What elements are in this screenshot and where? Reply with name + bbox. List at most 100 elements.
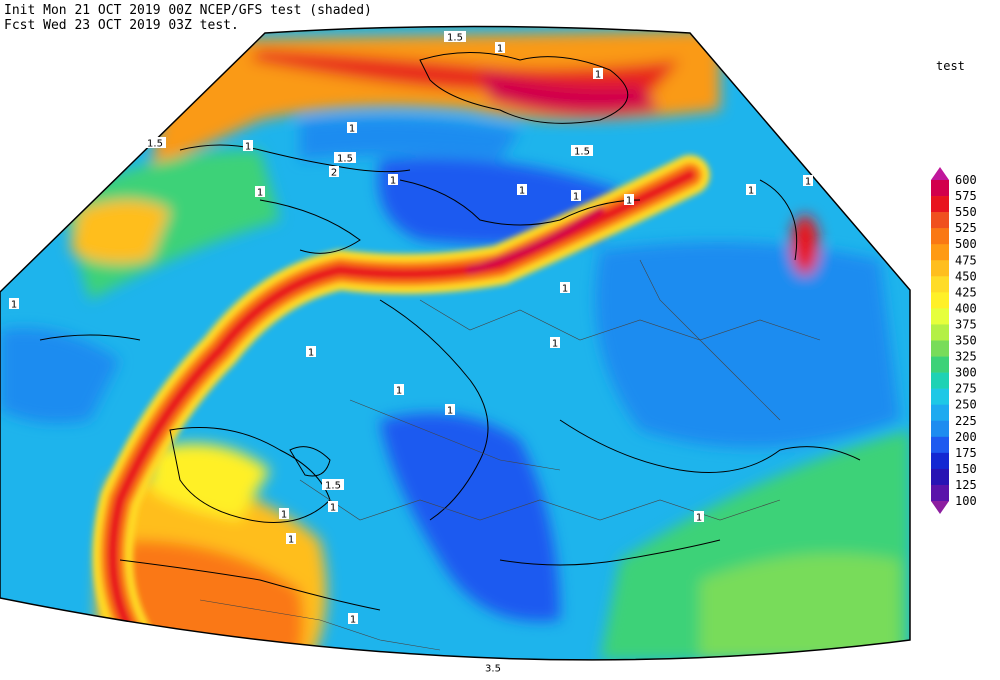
contour-label-box: [482, 662, 504, 673]
contour-label: 1: [281, 510, 287, 521]
contour-label: 1: [696, 513, 702, 524]
colorbar-box: [931, 260, 949, 277]
colorbar-label: 150: [955, 462, 977, 476]
contour-label: 1: [350, 615, 356, 626]
colorbar-box: [931, 308, 949, 325]
colorbar-label: 250: [955, 398, 977, 412]
colorbar-box: [931, 404, 949, 422]
contour-label: 1: [573, 192, 579, 203]
contour-label-box: [495, 42, 505, 53]
contour-label: 1: [447, 406, 453, 417]
contour-label-box: [286, 533, 296, 544]
contour-label-box: [329, 166, 339, 177]
colorbar: 600 575 550 525 500 475 450 425 400 375 350 325 300 2…: [931, 167, 977, 514]
colorbar-label: 450: [955, 269, 977, 283]
colorbar-box: [931, 196, 949, 213]
colorbar-label: 550: [955, 205, 977, 219]
colorbar-box: [931, 228, 949, 245]
contour-label: 1: [552, 339, 558, 350]
contour-label-box: [279, 508, 289, 519]
colorbar-label: 300: [955, 366, 977, 380]
contour-label: 1: [390, 176, 396, 187]
contour-label-box: [571, 190, 581, 201]
contour-label: 1: [805, 177, 811, 188]
contour-label-box: [394, 384, 404, 395]
contour-label: 1: [519, 186, 525, 197]
contour-label: 2: [331, 168, 337, 179]
header-init: Init Mon 21 OCT 2019 00Z NCEP/GFS test (…: [4, 3, 372, 18]
legend-title: test: [936, 59, 965, 73]
colorbar-box: [931, 212, 949, 229]
contour-label-box: [803, 175, 813, 186]
colorbar-box: [931, 388, 949, 405]
contour-label-box: [444, 31, 466, 42]
colorbar-label: 125: [955, 478, 977, 492]
contour-label: 1: [308, 348, 314, 359]
contour-label: 1: [349, 124, 355, 135]
colorbar-box: [931, 484, 949, 502]
contour-label: 1: [288, 535, 294, 546]
colorbar-box: [931, 180, 949, 197]
contour-label: 1: [595, 70, 601, 81]
contour-label-box: [593, 68, 603, 79]
contour-label: 1.5: [447, 33, 463, 44]
contour-label-box: [255, 186, 265, 197]
contour-label-box: [306, 346, 316, 357]
contour-label: 1: [748, 186, 754, 197]
colorbar-arrow-top: [931, 167, 949, 180]
colorbar-box: [931, 324, 949, 341]
contour-label: 1: [497, 44, 503, 55]
contour-label: 1.5: [574, 147, 590, 158]
contour-label: 1.5: [337, 154, 353, 165]
contour-label-box: [571, 145, 593, 156]
contour-label-box: [9, 298, 19, 309]
contour-label-box: [144, 137, 166, 148]
colorbar-arrow-bottom: [931, 501, 949, 514]
contour-label-box: [746, 184, 756, 195]
colorbar-label: 600: [955, 173, 977, 187]
colorbar-label: 500: [955, 237, 977, 251]
contour-label: 1: [245, 142, 251, 153]
colorbar-label: 400: [955, 301, 977, 315]
colorbar-label: 175: [955, 446, 977, 460]
contour-label-box: [347, 122, 357, 133]
contour-label: 1: [562, 284, 568, 295]
contour-label-box: [445, 404, 455, 415]
colorbar-box: [931, 356, 949, 373]
contour-label: 1: [257, 188, 263, 199]
contour-label-box: [560, 282, 570, 293]
colorbar-box: [931, 468, 949, 486]
colorbar-label: 375: [955, 317, 977, 331]
colorbar-label: 350: [955, 334, 977, 348]
contour-label: 1: [11, 300, 17, 311]
colorbar-label: 475: [955, 253, 977, 267]
colorbar-box: [931, 452, 949, 470]
colorbar-label: 275: [955, 382, 977, 396]
contour-label-box: [243, 140, 253, 151]
contour-label: 3.5: [485, 664, 501, 675]
colorbar-label: 425: [955, 285, 977, 299]
contour-label: 1.5: [147, 139, 163, 150]
contour-label-box: [624, 194, 634, 205]
colorbar-box: [931, 340, 949, 357]
colorbar-box: [931, 276, 949, 293]
colorbar-label: 225: [955, 414, 977, 428]
colorbar-label: 100: [955, 494, 977, 508]
contour-label: 1.5: [325, 481, 341, 492]
contour-label-box: [348, 613, 358, 624]
colorbar-box: [931, 244, 949, 261]
contour-label-box: [322, 479, 344, 490]
colorbar-label: 200: [955, 430, 977, 444]
contour-label-box: [517, 184, 527, 195]
colorbar-box: [931, 372, 949, 389]
colorbar-label: 525: [955, 221, 977, 235]
contour-label-box: [328, 501, 338, 512]
map-frame: [0, 25, 911, 661]
colorbar-box: [931, 292, 949, 309]
colorbar-box: [931, 420, 949, 438]
contour-label-box: [334, 152, 356, 163]
contour-label: 1: [330, 503, 336, 514]
